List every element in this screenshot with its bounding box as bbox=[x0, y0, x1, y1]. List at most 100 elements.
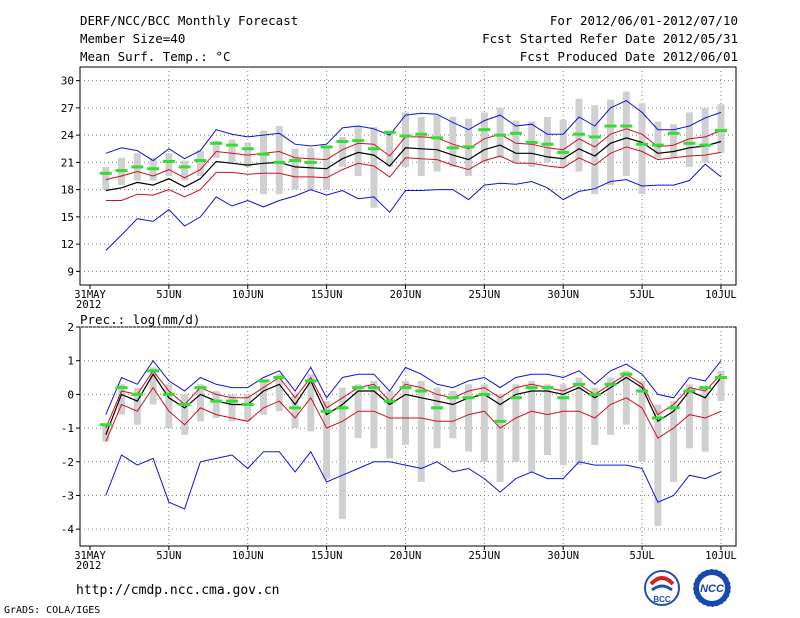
temp-observed-marker bbox=[699, 143, 712, 147]
temp-observed-marker bbox=[99, 171, 112, 175]
temp-spread-bar bbox=[449, 116, 457, 167]
prec-observed-marker bbox=[178, 402, 191, 406]
temp-observed-marker bbox=[494, 133, 507, 137]
prec-spread-bar bbox=[133, 387, 141, 425]
temp-spread-bar bbox=[401, 112, 409, 167]
prec-spread-bar bbox=[701, 387, 709, 452]
prec-spread-bar bbox=[196, 384, 204, 422]
temp-observed-marker bbox=[541, 142, 554, 146]
prec-observed-marker bbox=[541, 386, 554, 390]
prec-observed-marker bbox=[320, 409, 333, 413]
prec-spread-bar bbox=[670, 401, 678, 482]
prec-observed-marker bbox=[604, 382, 617, 386]
prec-spread-bar bbox=[244, 394, 252, 422]
chart-title: DERF/NCC/BCC Monthly Forecast bbox=[80, 13, 299, 28]
temp-observed-marker bbox=[604, 124, 617, 128]
prec-observed-marker bbox=[636, 389, 649, 393]
grads-credit: GrADS: COLA/IGES bbox=[4, 605, 101, 616]
ncc-logo-text: NCC bbox=[700, 583, 725, 595]
prec-observed-marker bbox=[241, 402, 254, 406]
temp-observed-marker bbox=[651, 143, 664, 147]
temp-observed-marker bbox=[383, 130, 396, 134]
temp-observed-marker bbox=[525, 140, 538, 144]
forecast-period: For 2012/06/01-2012/07/10 bbox=[549, 13, 738, 28]
prec-spread-bar bbox=[512, 384, 520, 462]
temp-observed-marker bbox=[225, 143, 238, 147]
temp-observed-marker bbox=[446, 146, 459, 150]
temp-observed-marker bbox=[304, 160, 317, 164]
temp-observed-marker bbox=[620, 124, 633, 128]
temp-spread-bar bbox=[386, 130, 394, 167]
temp-frame bbox=[79, 66, 737, 286]
prec-observed-marker bbox=[336, 406, 349, 410]
temp-ytick-label: 21 bbox=[61, 156, 74, 169]
prec-ytick-label: 1 bbox=[67, 355, 74, 368]
temp-upper-std-line bbox=[105, 128, 722, 181]
prec-spread-bar bbox=[228, 394, 236, 422]
prec-xtick-label: 15JUN bbox=[311, 550, 343, 562]
temp-observed-marker bbox=[572, 132, 585, 136]
prec-spread-bar bbox=[591, 387, 599, 445]
temp-spread-bar bbox=[670, 124, 678, 158]
temp-spread-bar bbox=[622, 91, 630, 176]
prec-observed-marker bbox=[194, 386, 207, 390]
temp-spread-bar bbox=[370, 126, 378, 208]
temp-observed-marker bbox=[131, 165, 144, 169]
prec-spread-bar bbox=[543, 384, 551, 456]
temp-observed-marker bbox=[194, 159, 207, 163]
prec-observed-marker bbox=[304, 379, 317, 383]
prec-xtick-label: 10JUN bbox=[232, 550, 264, 562]
prec-ytick-label: 2 bbox=[67, 321, 74, 334]
prec-observed-marker bbox=[683, 389, 696, 393]
temp-spread-bar bbox=[228, 139, 236, 163]
temp-xtick-label: 31MAY bbox=[74, 289, 106, 301]
temp-ytick-label: 30 bbox=[61, 75, 74, 88]
prec-spread-bar bbox=[401, 380, 409, 445]
prec-spread-bar bbox=[717, 370, 725, 402]
temp-observed-marker bbox=[478, 128, 491, 132]
prec-upper-std-line bbox=[105, 369, 722, 429]
prec-observed-marker bbox=[651, 416, 664, 420]
prec-ytick-label: -1 bbox=[61, 422, 74, 435]
prec-observed-marker bbox=[99, 423, 112, 427]
temp-xtick-label: 25JUN bbox=[469, 289, 501, 301]
prec-observed-marker bbox=[399, 386, 412, 390]
temp-observed-marker bbox=[257, 152, 270, 156]
temp-xtick-label: 10JUN bbox=[232, 289, 264, 301]
temp-observed-marker bbox=[683, 141, 696, 145]
temp-xtick-label: 5JUN bbox=[156, 289, 181, 301]
prec-xtick-label: 10JUL bbox=[705, 550, 737, 562]
source-url[interactable]: http://cmdp.ncc.cma.gov.cn bbox=[76, 583, 280, 598]
prec-spread-bar bbox=[480, 384, 488, 462]
prec-observed-marker bbox=[462, 396, 475, 400]
prec-xtick-label: 2012 bbox=[76, 560, 101, 572]
prec-observed-marker bbox=[699, 386, 712, 390]
forecast-produced-date: Fcst Produced Date 2012/06/01 bbox=[519, 49, 738, 64]
prec-spread-bar bbox=[102, 424, 110, 442]
prec-spread-bar bbox=[528, 380, 536, 472]
temp-observed-marker bbox=[714, 129, 727, 133]
prec-spread-bar bbox=[449, 391, 457, 439]
prec-observed-marker bbox=[572, 382, 585, 386]
temp-spread-bar bbox=[701, 107, 709, 163]
prec-observed-marker bbox=[478, 392, 491, 396]
temp-observed-marker bbox=[352, 139, 365, 143]
prec-observed-marker bbox=[289, 406, 302, 410]
temp-observed-marker bbox=[636, 142, 649, 146]
temp-max-line bbox=[105, 100, 722, 162]
temp-spread-bar bbox=[543, 116, 551, 163]
temp-lower-std-line bbox=[105, 146, 722, 201]
prec-mean-line bbox=[105, 373, 722, 436]
prec-spread-bar bbox=[386, 391, 394, 459]
prec-spread-bar bbox=[496, 394, 504, 482]
temp-spread-bar bbox=[291, 148, 299, 190]
temp-spread-bar bbox=[654, 121, 662, 158]
temp-ytick-label: 12 bbox=[61, 238, 74, 251]
temp-ytick-label: 9 bbox=[67, 265, 74, 278]
temp-observed-marker bbox=[289, 159, 302, 163]
prec-spread-bar bbox=[307, 374, 315, 432]
prec-xtick-label: 5JUL bbox=[629, 550, 654, 562]
prec-observed-marker bbox=[210, 399, 223, 403]
prec-xtick-label: 25JUN bbox=[469, 550, 501, 562]
